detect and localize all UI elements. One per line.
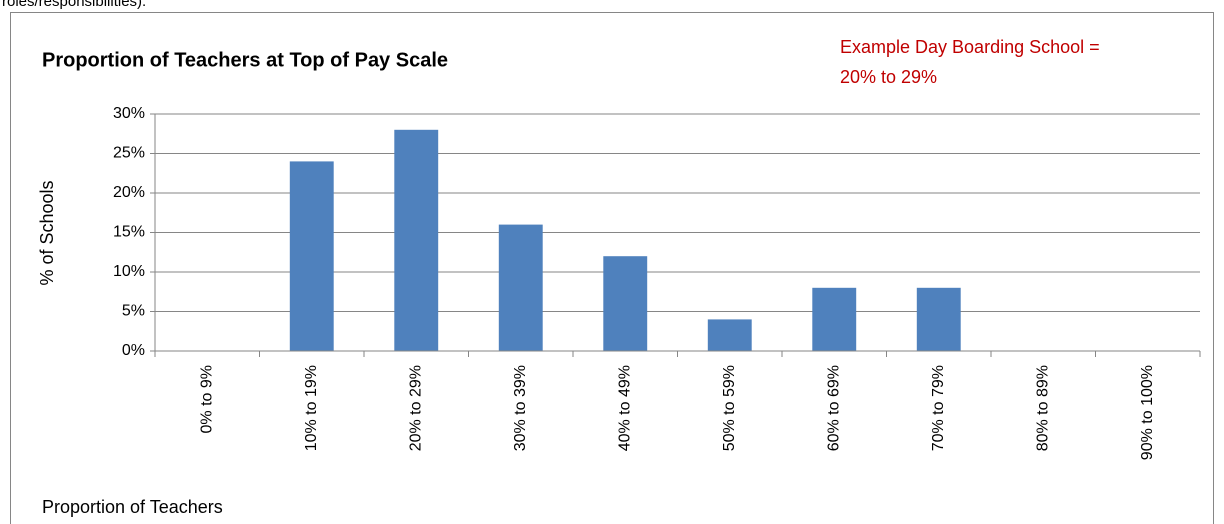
x-tick-label: 10% to 19% bbox=[303, 365, 320, 451]
x-tick-label: 40% to 49% bbox=[616, 365, 633, 451]
y-tick-label: 15% bbox=[113, 224, 145, 241]
y-tick-label: 10% bbox=[113, 263, 145, 280]
bar bbox=[394, 129, 439, 351]
context-text: roles/responsibilities). bbox=[2, 0, 146, 10]
annotation: Example Day Boarding School = bbox=[840, 37, 1100, 57]
bar bbox=[707, 319, 752, 351]
bar bbox=[498, 224, 543, 351]
x-tick-label: 20% to 29% bbox=[407, 365, 424, 451]
annotation: 20% to 29% bbox=[840, 67, 937, 87]
bar bbox=[812, 287, 857, 351]
y-tick-label: 20% bbox=[113, 184, 145, 201]
y-axis-label: % of Schools bbox=[37, 180, 57, 285]
x-tick-label: 70% to 79% bbox=[930, 365, 947, 451]
x-axis-label: Proportion of Teachers bbox=[42, 497, 223, 517]
x-tick-label: 50% to 59% bbox=[721, 365, 738, 451]
y-tick-label: 30% bbox=[113, 105, 145, 122]
x-tick-label: 90% to 100% bbox=[1139, 365, 1156, 460]
bar bbox=[603, 256, 648, 351]
bar bbox=[916, 287, 961, 351]
x-tick-label: 0% to 9% bbox=[198, 365, 215, 433]
chart-title: Proportion of Teachers at Top of Pay Sca… bbox=[42, 49, 448, 71]
y-tick-label: 0% bbox=[122, 342, 145, 359]
y-tick-label: 5% bbox=[122, 303, 145, 320]
x-tick-label: 30% to 39% bbox=[512, 365, 529, 451]
bar bbox=[289, 161, 334, 351]
y-tick-label: 25% bbox=[113, 145, 145, 162]
x-tick-label: 80% to 89% bbox=[1034, 365, 1051, 451]
x-tick-label: 60% to 69% bbox=[825, 365, 842, 451]
